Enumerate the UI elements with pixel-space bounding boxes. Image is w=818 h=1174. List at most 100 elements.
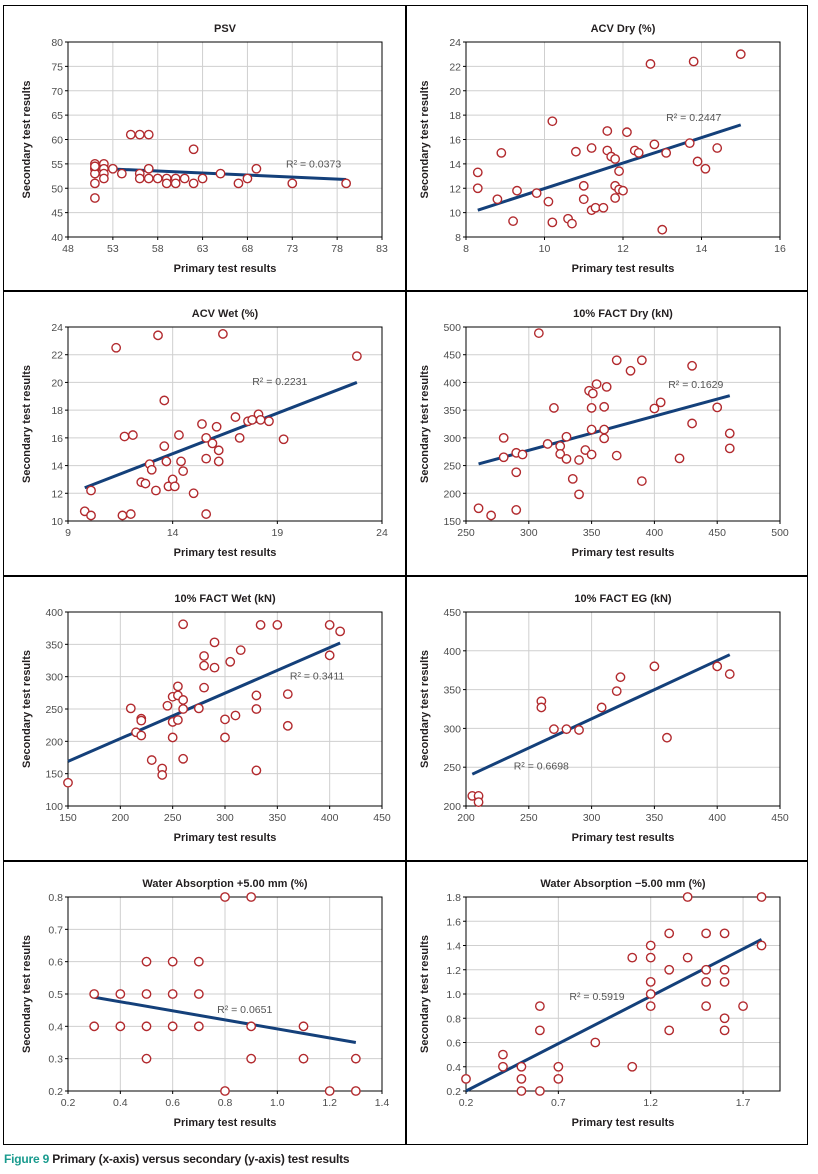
x-tick-label: 19 [271,527,283,539]
y-tick-label: 22 [51,350,63,362]
data-point [498,1061,508,1072]
data-point [719,976,730,987]
data-point [618,185,628,196]
data-point [127,430,138,440]
y-axis-label: Secondary test results [419,365,431,483]
y-tick-label: 14 [51,461,63,473]
data-point [602,126,613,136]
data-point [567,218,577,229]
data-point [598,202,609,213]
data-point [511,467,522,478]
data-point [542,439,553,449]
data-point [599,424,610,435]
y-tick-label: 14 [449,159,461,171]
data-point [511,505,522,515]
data-point [141,1021,152,1032]
data-point [220,1086,230,1096]
data-point [574,725,584,735]
x-tick-label: 500 [771,527,789,539]
y-tick-label: 10 [51,516,63,528]
data-point [233,178,244,189]
x-tick-label: 0.7 [551,1097,566,1109]
trendline [117,167,347,181]
data-point [251,704,262,714]
data-point [645,976,656,987]
data-point [534,1001,545,1012]
x-tick-label: 1.2 [322,1097,337,1109]
y-tick-label: 18 [449,110,461,122]
data-point [235,645,246,656]
data-point [549,724,559,735]
y-tick-label: 70 [51,86,63,98]
y-tick-label: 75 [51,61,63,73]
r-squared-label: R² = 0.5919 [569,991,624,1003]
data-point [98,173,109,184]
x-tick-label: 63 [197,243,209,255]
y-tick-label: 65 [51,110,63,122]
data-point [116,168,127,179]
y-axis-label: Secondary test results [21,365,33,483]
data-point [473,797,484,808]
y-axis-label: Secondary test results [419,935,431,1053]
data-point [611,450,622,461]
data-point [586,403,597,413]
data-point [278,434,289,445]
y-tick-label: 0.6 [48,957,63,969]
data-point [645,940,656,951]
y-tick-label: 0.2 [446,1086,461,1098]
y-tick-label: 450 [443,607,461,619]
data-point [115,1021,126,1032]
data-point [178,466,189,477]
data-point [246,892,257,902]
plot-area-border [465,326,781,522]
chart-title: 10% FACT EG (kN) [574,593,672,605]
y-tick-label: 0.8 [446,1013,461,1025]
data-point [701,1001,712,1012]
data-point [117,510,128,521]
data-point [517,449,528,460]
data-point [534,1025,545,1036]
data-point [169,481,180,492]
r-squared-label: R² = 0.6698 [514,761,569,773]
data-point [178,695,189,705]
y-tick-label: 0.8 [48,892,63,904]
data-point [143,129,154,140]
y-tick-label: 0.7 [48,924,63,936]
x-tick-label: 350 [269,812,287,824]
data-point [157,770,168,780]
x-tick-label: 350 [646,812,664,824]
chart-title: 10% FACT Wet (kN) [174,593,276,605]
x-tick-label: 150 [59,812,77,824]
data-point [649,661,660,672]
chart-title: PSV [214,23,237,35]
data-point [543,196,554,207]
data-point [596,702,607,713]
scatter-chart: ACV Wet (%) 9 14 19 24 10 12 14 16 18 20 22 24 Primar… [21,308,388,559]
data-point [701,964,712,975]
data-point [712,661,723,672]
data-point [193,1021,204,1032]
data-point [251,690,262,701]
y-tick-label: 100 [45,801,63,813]
data-point [225,656,236,667]
data-point [636,355,647,366]
figure-caption-text: Primary (x-axis) versus secondary (y-axi… [52,1152,350,1166]
x-tick-label: 300 [520,527,538,539]
y-tick-label: 18 [51,405,63,417]
data-point [86,485,96,496]
x-tick-label: 250 [164,812,182,824]
data-point [197,173,208,184]
data-point [655,397,666,408]
data-point [161,178,172,189]
data-point [141,1053,152,1064]
x-tick-label: 1.4 [375,1097,390,1109]
data-point [662,732,672,743]
y-tick-label: 20 [51,377,63,389]
data-point [692,156,703,167]
data-point [547,116,558,127]
data-point [531,188,542,199]
x-tick-label: 400 [708,812,726,824]
data-point [701,928,712,939]
data-point [134,173,145,184]
y-tick-label: 24 [449,37,461,49]
